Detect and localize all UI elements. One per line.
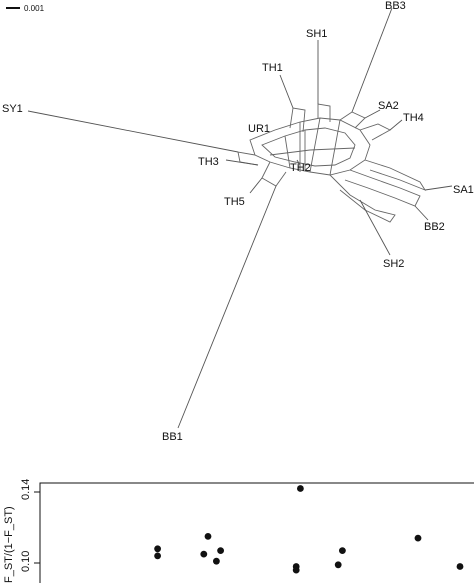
network-branches: [27, 7, 453, 429]
scale-label: 0.001: [24, 4, 45, 13]
plot-frame: [39, 482, 474, 583]
branch-th5: [249, 177, 263, 194]
scatter-point-4: [200, 550, 208, 558]
scatter-points: [154, 485, 464, 574]
taxon-label-th3: TH3: [198, 156, 219, 168]
taxon-label-th4: TH4: [403, 112, 424, 124]
scatter-plot: 0.14 0.10 F_ST/(1−F_ST): [3, 479, 474, 583]
scatter-point-12: [456, 563, 464, 570]
ytick-label-010: 0.10: [20, 551, 32, 572]
taxon-label-sa2: SA2: [378, 100, 399, 112]
branch-bb2: [414, 205, 429, 221]
branch-sh2: [359, 199, 391, 256]
taxon-label-th5: TH5: [224, 196, 245, 208]
taxon-label-bb2: BB2: [424, 221, 445, 233]
branch-bb3: [351, 7, 393, 113]
taxon-label-sa1: SA1: [453, 184, 474, 196]
scatter-point-10: [334, 561, 342, 569]
branch-sa2: [364, 109, 381, 119]
taxon-label-bb3: BB3: [385, 0, 406, 12]
taxon-label-sh1: SH1: [306, 28, 327, 40]
scatter-point-9: [339, 547, 346, 554]
ytick-label-014: 0.14: [20, 479, 32, 500]
scatter-point-6: [213, 557, 220, 565]
taxon-label-th2: TH2: [290, 162, 311, 174]
branch-th2: [296, 159, 301, 166]
scatter-point-3: [204, 533, 212, 540]
taxon-label-sy1: SY1: [2, 103, 23, 115]
branch-sy1: [27, 110, 239, 153]
branch-th4: [389, 119, 403, 131]
scatter-point-1: [154, 545, 162, 553]
scatter-point-2: [154, 552, 162, 560]
taxon-label-sh2: SH2: [383, 258, 404, 270]
taxon-label-th1: TH1: [262, 62, 283, 74]
branch-sa1: [424, 185, 453, 191]
scatter-point-5: [217, 547, 225, 554]
scatter-point-11: [414, 534, 422, 542]
y-axis-label: F_ST/(1−F_ST): [3, 506, 15, 583]
taxon-label-bb1: BB1: [162, 431, 183, 443]
scatter-point-8: [292, 566, 300, 574]
branch-bb1: [177, 185, 277, 429]
network-core: [237, 103, 427, 223]
taxon-label-ur1: UR1: [248, 123, 270, 135]
branch-th1: [279, 74, 294, 109]
scatter-point-0: [297, 485, 304, 492]
